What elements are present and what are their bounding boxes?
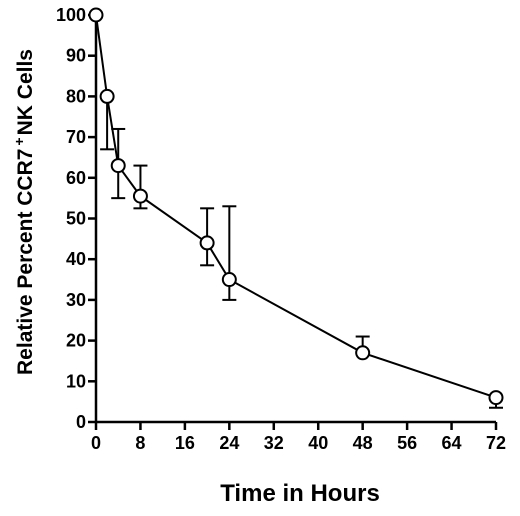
y-tick-label: 80 [66,86,86,106]
data-point [110,158,126,174]
y-tick-label: 30 [66,290,86,310]
y-axis-title-tail: NK Cells [14,49,37,135]
series-line [95,14,497,399]
y-ticks: 0 10 20 30 40 50 60 70 80 90 100 [56,5,96,432]
data-points [88,7,504,406]
x-tick-label: 8 [135,433,145,453]
data-point [355,345,371,361]
x-axis-title: Time in Hours [220,480,380,507]
x-tick-label: 48 [353,433,373,453]
x-tick-label: 16 [175,433,195,453]
axes [94,15,496,424]
y-tick-label: 100 [56,5,86,25]
x-ticks: 0 8 16 24 32 40 48 56 64 72 [91,422,506,453]
x-tick-label: 24 [219,433,239,453]
x-tick-label: 40 [308,433,328,453]
data-point [132,188,148,204]
x-tick-label: 32 [264,433,284,453]
y-tick-label: 90 [66,46,86,66]
y-tick-label: 60 [66,168,86,188]
data-point [221,272,237,288]
x-tick-label: 0 [91,433,101,453]
data-point [99,88,115,104]
y-axis-title-main: Relative Percent CCR7 [14,149,37,375]
y-tick-label: 50 [66,209,86,229]
y-tick-label: 0 [76,412,86,432]
x-tick-label: 56 [397,433,417,453]
y-tick-label: 20 [66,331,86,351]
data-point [488,390,504,406]
y-axis-title-superscript: + [11,137,27,145]
y-tick-label: 40 [66,249,86,269]
y-axis-title: Relative Percent CCR7 + NK Cells [11,49,37,375]
data-point [88,7,104,23]
data-point [199,235,215,251]
y-tick-label: 70 [66,127,86,147]
x-tick-label: 72 [486,433,506,453]
x-tick-label: 64 [442,433,462,453]
error-bars [100,96,503,409]
y-tick-label: 10 [66,371,86,391]
